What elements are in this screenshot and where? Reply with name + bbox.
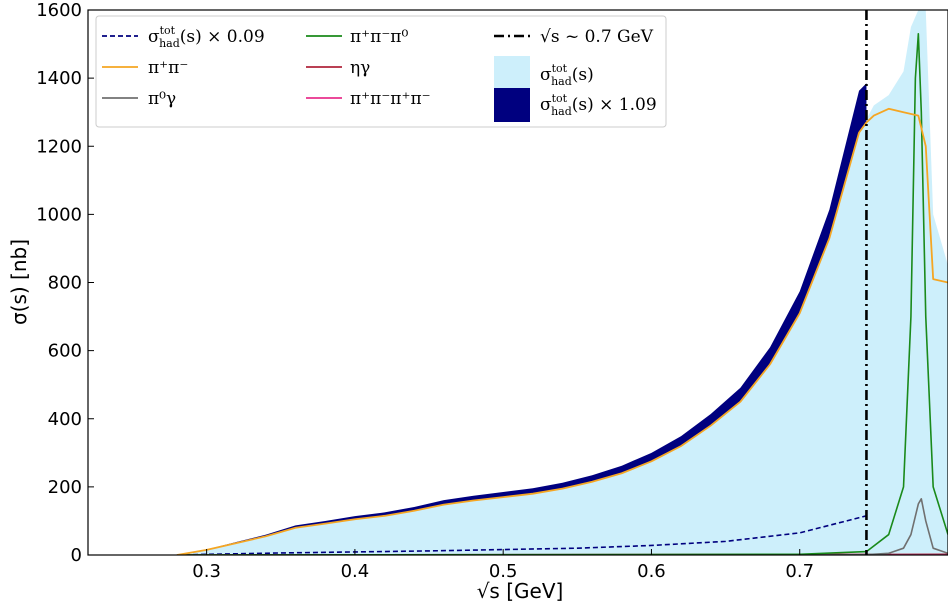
legend-label: π⁰γ (148, 89, 176, 109)
legend-label: π⁺π⁻π⁰ (350, 27, 408, 47)
y-axis-ticks: 0 200 400 600 800 1000 1200 1400 1600 (36, 0, 94, 566)
series-line-1 (176, 107, 948, 555)
x-tick-label: 0.5 (489, 561, 518, 582)
legend-label-reference-line: √s ~ 0.7 GeV (540, 27, 654, 47)
y-tick-label: 1600 (36, 0, 82, 21)
y-tick-label: 400 (48, 409, 82, 430)
legend-label: π⁺π⁻π⁺π⁻ (350, 89, 431, 109)
y-tick-label: 200 (48, 477, 82, 498)
x-tick-label: 0.7 (785, 561, 814, 582)
y-axis-label: σ(s) [nb] (7, 239, 31, 325)
legend-swatch-fill (494, 56, 530, 92)
fill-sigma-had (176, 10, 948, 555)
x-axis-label: √s [GeV] (477, 579, 564, 603)
x-tick-label: 0.6 (637, 561, 666, 582)
y-tick-label: 1400 (36, 68, 82, 89)
y-tick-label: 800 (48, 273, 82, 294)
x-tick-label: 0.4 (341, 561, 370, 582)
y-tick-label: 1000 (36, 204, 82, 225)
series-line-3 (176, 33, 948, 555)
x-tick-label: 0.3 (192, 561, 221, 582)
x-axis-ticks: 0.3 0.4 0.5 0.6 0.7 (192, 549, 814, 582)
legend-label: ηγ (350, 58, 370, 78)
legend-label: σtot had(s) × 0.09 (148, 24, 265, 50)
y-tick-label: 600 (48, 341, 82, 362)
legend-label: π⁺π⁻ (148, 58, 188, 78)
plot-area (87, 9, 948, 556)
y-tick-label: 1200 (36, 136, 82, 157)
legend-swatch-fill-dark (494, 88, 530, 122)
y-tick-label: 0 (71, 545, 82, 566)
legend-label: σtot had(s) (540, 62, 594, 88)
legend-label: σtot had(s) × 1.09 (540, 92, 657, 118)
filled-bands (176, 10, 948, 555)
legend: σtot had(s) × 0.09 π⁺π⁻ π⁰γ π⁺π⁻π⁰ ηγ π⁺π⁻π⁺π⁻… (95, 15, 667, 128)
